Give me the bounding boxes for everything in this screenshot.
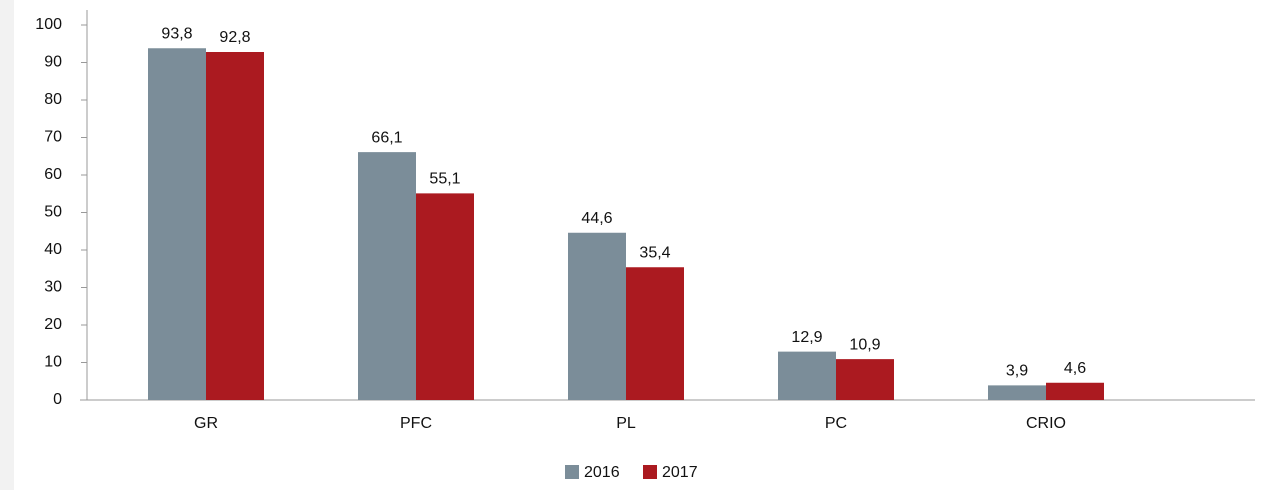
y-tick-label: 90 bbox=[44, 54, 62, 71]
y-tick-label: 40 bbox=[44, 241, 62, 258]
value-label: 3,9 bbox=[1006, 363, 1028, 380]
bar bbox=[988, 385, 1046, 400]
x-tick-label: PFC bbox=[400, 415, 432, 432]
value-label: 66,1 bbox=[371, 129, 402, 146]
side-strip bbox=[0, 0, 14, 490]
x-tick-label: PC bbox=[825, 415, 847, 432]
y-tick-label: 0 bbox=[53, 391, 62, 408]
y-tick-label: 10 bbox=[44, 354, 62, 371]
x-tick-label: PL bbox=[616, 415, 636, 432]
value-label: 12,9 bbox=[791, 329, 822, 346]
legend-label: 2016 bbox=[584, 464, 620, 481]
value-label: 4,6 bbox=[1064, 360, 1086, 377]
value-label: 35,4 bbox=[639, 244, 670, 261]
bar bbox=[1046, 382, 1104, 400]
legend-label: 2017 bbox=[662, 464, 698, 481]
value-label: 44,6 bbox=[581, 210, 612, 227]
legend-swatch bbox=[565, 465, 579, 479]
value-label: 93,8 bbox=[161, 25, 192, 42]
bar bbox=[358, 152, 416, 400]
value-label: 10,9 bbox=[849, 336, 880, 353]
y-tick-label: 80 bbox=[44, 91, 62, 108]
x-tick-label: CRIO bbox=[1026, 415, 1066, 432]
y-tick-label: 30 bbox=[44, 279, 62, 296]
y-tick-label: 70 bbox=[44, 129, 62, 146]
bar bbox=[206, 52, 264, 400]
bar bbox=[148, 48, 206, 400]
value-label: 55,1 bbox=[429, 171, 460, 188]
bar bbox=[568, 232, 626, 400]
x-tick-label: GR bbox=[194, 415, 218, 432]
bar bbox=[416, 193, 474, 400]
legend-swatch bbox=[643, 465, 657, 479]
y-tick-label: 20 bbox=[44, 316, 62, 333]
y-tick-label: 50 bbox=[44, 204, 62, 221]
bar bbox=[836, 359, 894, 400]
y-tick-label: 60 bbox=[44, 166, 62, 183]
bar bbox=[778, 351, 836, 400]
bar bbox=[626, 267, 684, 400]
value-label: 92,8 bbox=[219, 29, 250, 46]
y-tick-label: 100 bbox=[35, 16, 62, 33]
